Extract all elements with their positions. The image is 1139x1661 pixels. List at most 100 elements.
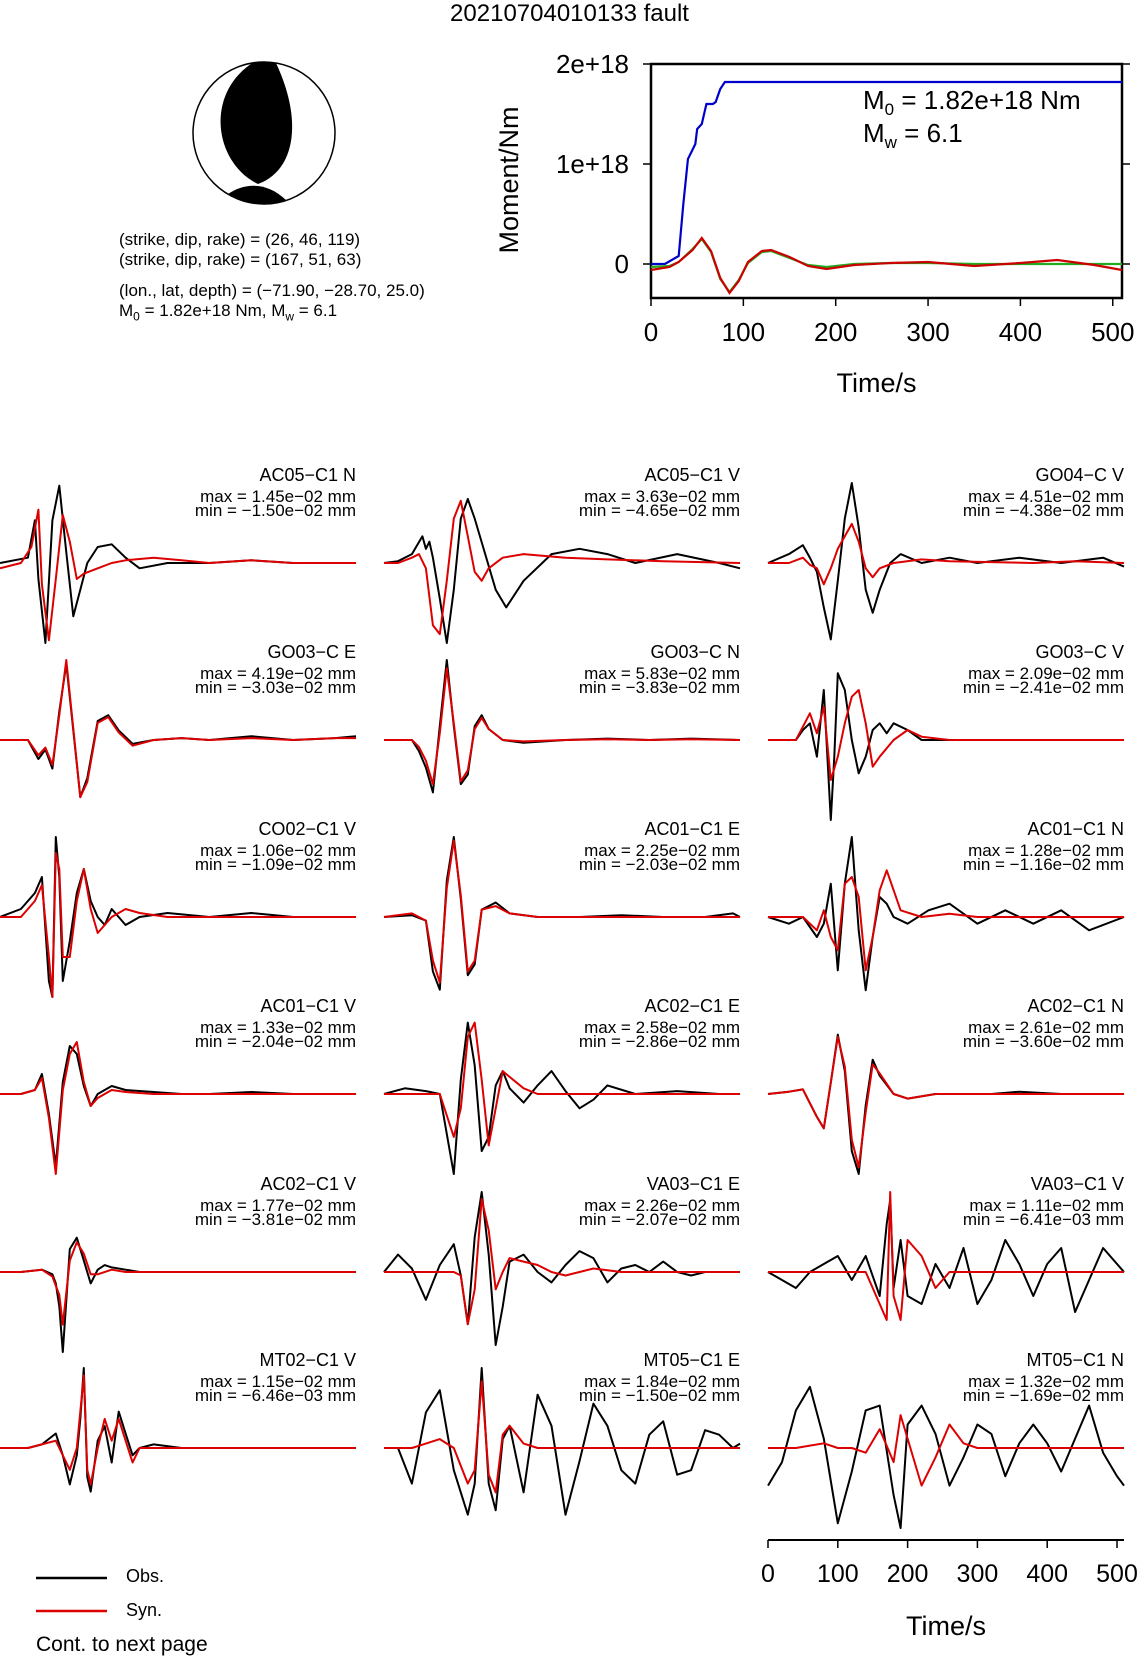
moment-xtick-label: 500 xyxy=(1091,317,1134,347)
waveform-syn xyxy=(768,1191,1124,1321)
station-max: max = 2.58e−02 mm xyxy=(584,1018,740,1037)
m0-annotation: M0 = 1.82e+18 Nm xyxy=(863,85,1081,120)
focal-mechanism-beachball xyxy=(192,61,336,205)
station-min: min = −6.41e−03 mm xyxy=(963,1210,1124,1229)
waveform-xtick-label: 200 xyxy=(887,1560,929,1588)
waveform-xtick-label: 500 xyxy=(1096,1560,1138,1588)
station-label: AC01−C1 V xyxy=(260,996,356,1016)
waveform-syn xyxy=(768,522,1125,586)
station-max: max = 1.15e−02 mm xyxy=(200,1372,356,1391)
station-label: MT05−C1 E xyxy=(643,1350,740,1370)
legend-obs-label: Obs. xyxy=(126,1566,165,1586)
station-max: max = 2.61e−02 mm xyxy=(968,1018,1124,1037)
moment-label: M0 = 1.82e+18 Nm, Mw = 6.1 xyxy=(119,301,338,324)
station-min: min = −2.41e−02 mm xyxy=(963,678,1124,697)
moment-xtick-label: 400 xyxy=(999,317,1042,347)
moment-series-1 xyxy=(650,237,1122,294)
waveform-obs xyxy=(767,1385,1125,1529)
waveform-obs xyxy=(767,1033,1124,1175)
waveform-obs xyxy=(767,1199,1125,1313)
station-label: AC02−C1 E xyxy=(644,996,740,1016)
station-max: max = 2.09e−02 mm xyxy=(968,664,1124,683)
station-label: AC02−C1 V xyxy=(260,1174,356,1194)
waveform-xtick-label: 100 xyxy=(817,1560,859,1588)
station-label: AC05−C1 V xyxy=(644,465,740,485)
station-min: min = −2.03e−02 mm xyxy=(579,855,740,874)
station-min: min = −3.83e−02 mm xyxy=(579,678,740,697)
beachball-compression-upper xyxy=(220,61,293,184)
station-max: max = 2.26e−02 mm xyxy=(584,1196,740,1215)
waveform-syn xyxy=(0,852,356,998)
station-label: VA03−C1 E xyxy=(647,1174,740,1194)
moment-series-0 xyxy=(651,80,1122,266)
waveform-syn xyxy=(767,1035,1124,1169)
station-max: max = 1.32e−02 mm xyxy=(968,1372,1124,1391)
waveform-syn xyxy=(384,499,741,636)
moment-xlabel: Time/s xyxy=(837,368,917,398)
station-min: min = −3.03e−02 mm xyxy=(195,678,356,697)
moment-ytick-label: 0 xyxy=(615,249,629,279)
waveform-syn xyxy=(384,1198,740,1326)
waveform-syn xyxy=(0,659,356,799)
legend-syn-label: Syn. xyxy=(126,1600,163,1620)
station-max: max = 1.84e−02 mm xyxy=(584,1372,740,1391)
moment-ytick-label: 2e+18 xyxy=(556,49,629,79)
station-label: GO03−C E xyxy=(267,642,356,662)
station-min: min = −4.65e−02 mm xyxy=(579,501,740,520)
waveform-xtick-label: 300 xyxy=(957,1560,999,1588)
waveform-syn xyxy=(768,689,1124,781)
station-label: GO04−C V xyxy=(1035,465,1124,485)
moment-xtick-label: 200 xyxy=(814,317,857,347)
waveform-syn xyxy=(0,1374,356,1486)
station-max: max = 5.83e−02 mm xyxy=(584,664,740,683)
waveform-obs xyxy=(383,498,741,644)
nodal-plane-2: (strike, dip, rake) = (167, 51, 63) xyxy=(119,250,362,269)
nodal-plane-1: (strike, dip, rake) = (26, 46, 119) xyxy=(119,230,361,249)
station-min: min = −1.09e−02 mm xyxy=(195,855,356,874)
legend xyxy=(36,1576,107,1613)
waveform-obs xyxy=(383,1021,740,1175)
station-label: MT02−C1 V xyxy=(259,1350,356,1370)
station-max: max = 1.77e−02 mm xyxy=(200,1196,356,1215)
station-max: max = 1.45e−02 mm xyxy=(200,487,356,506)
station-min: min = −1.50e−02 mm xyxy=(195,501,356,520)
waveform-syn xyxy=(384,1380,740,1494)
station-min: min = −3.60e−02 mm xyxy=(963,1032,1124,1051)
page-title: 20210704010133 fault xyxy=(450,0,689,27)
waveform-obs xyxy=(0,1236,356,1353)
station-max: max = 1.06e−02 mm xyxy=(200,841,356,860)
waveform-time-axis: 0 100 200 300 400 500 Time/s xyxy=(761,1539,1138,1641)
station-min: min = −2.07e−02 mm xyxy=(579,1210,740,1229)
waveform-syn xyxy=(384,1021,740,1147)
station-max: max = 1.33e−02 mm xyxy=(200,1018,356,1037)
location-label: (lon., lat, depth) = (−71.90, −28.70, 25… xyxy=(119,281,425,300)
station-label: AC01−C1 E xyxy=(644,819,740,839)
station-max: max = 1.11e−02 mm xyxy=(969,1196,1124,1215)
station-min: min = −2.04e−02 mm xyxy=(195,1032,356,1051)
station-min: min = −4.38e−02 mm xyxy=(963,501,1124,520)
station-label: CO02−C1 V xyxy=(258,819,356,839)
moment-xtick-label: 300 xyxy=(906,317,949,347)
moment-plot-frame xyxy=(649,62,1124,300)
waveform-syn xyxy=(0,1041,356,1175)
waveform-syn xyxy=(0,1241,356,1326)
station-min: min = −6.46e−03 mm xyxy=(195,1386,356,1405)
moment-ytick-label: 1e+18 xyxy=(556,149,629,179)
station-max: max = 1.28e−02 mm xyxy=(968,841,1124,860)
station-label: MT05−C1 N xyxy=(1026,1350,1124,1370)
waveform-syn xyxy=(384,667,741,786)
